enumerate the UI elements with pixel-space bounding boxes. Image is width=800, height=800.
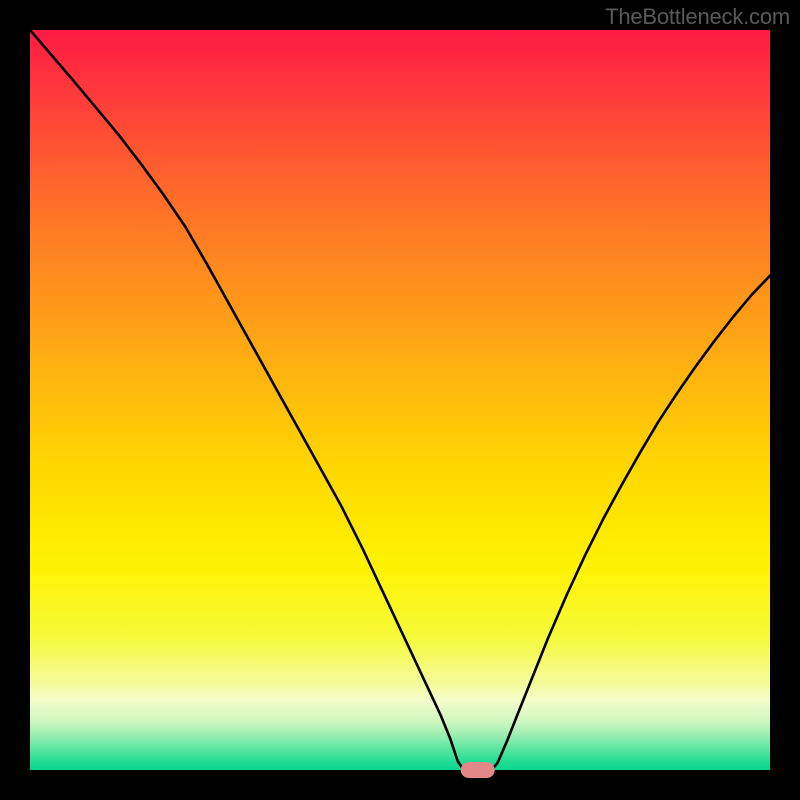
optimal-marker xyxy=(461,762,495,778)
bottleneck-chart xyxy=(0,0,800,800)
plot-area xyxy=(30,30,770,770)
chart-container: TheBottleneck.com xyxy=(0,0,800,800)
